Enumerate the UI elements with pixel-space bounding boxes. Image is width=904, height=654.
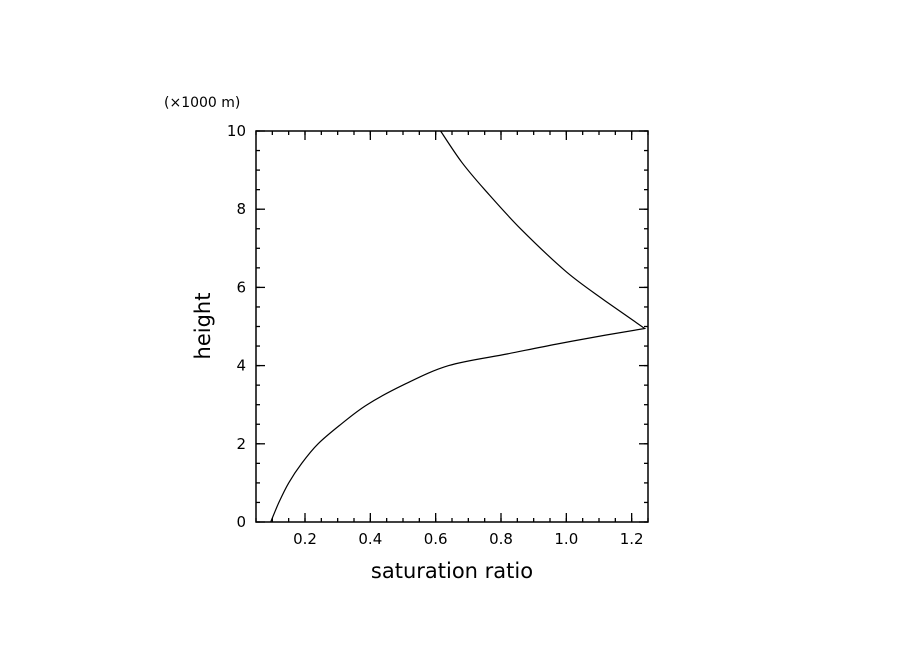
y-tick-label: 10: [227, 122, 246, 140]
series-line: [270, 130, 647, 523]
plot-frame: [255, 130, 649, 523]
x-axis-label: saturation ratio: [371, 559, 533, 583]
y-tick-label: 8: [236, 200, 246, 218]
x-tick-label: 0.6: [424, 530, 448, 548]
y-tick-label: 0: [236, 513, 246, 531]
x-tick-label: 0.2: [293, 530, 317, 548]
y-axis-label: height: [191, 293, 215, 360]
tick-labels: 0.2 0.4 0.6 0.8 1.0 1.2 0 2 4 6 8 10: [227, 122, 644, 548]
y-unit-label: (×1000 m): [164, 95, 240, 111]
x-tick-label: 1.0: [554, 530, 578, 548]
x-tick-label: 0.8: [489, 530, 513, 548]
y-tick-label: 6: [236, 278, 246, 296]
axis-ticks: [255, 130, 649, 523]
y-tick-label: 4: [236, 357, 246, 375]
y-tick-label: 2: [236, 435, 246, 453]
x-tick-label: 1.2: [620, 530, 644, 548]
x-tick-label: 0.4: [358, 530, 382, 548]
